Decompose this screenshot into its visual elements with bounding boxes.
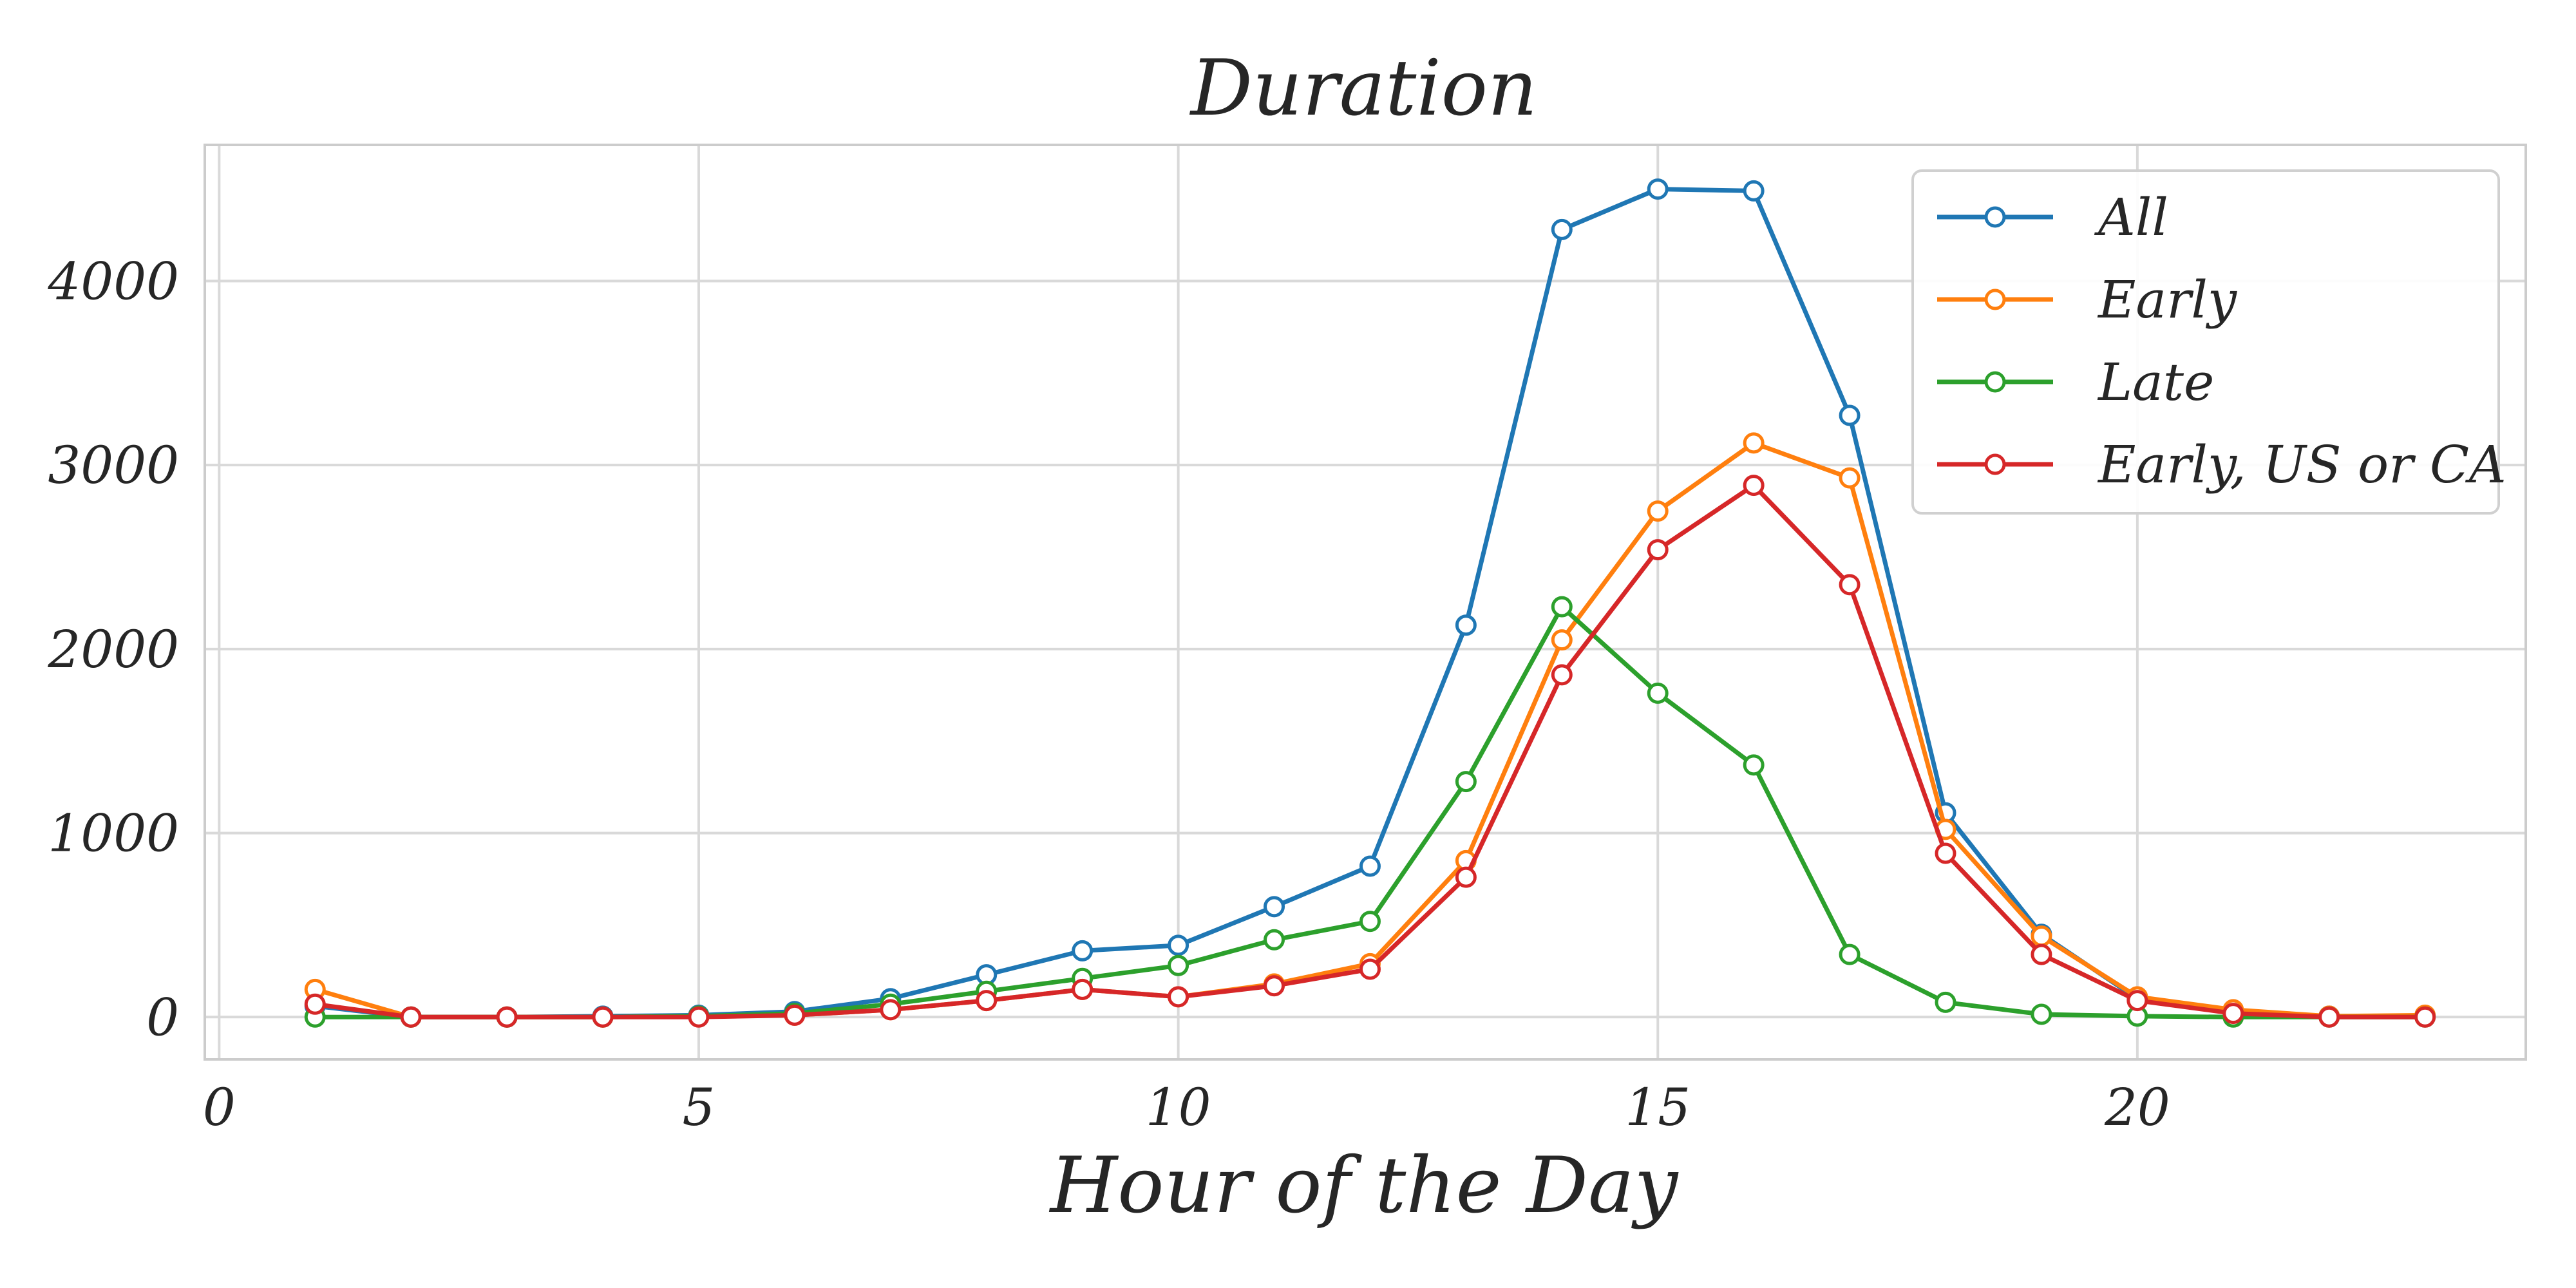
data-point bbox=[688, 1006, 710, 1028]
data-point bbox=[1647, 539, 1669, 561]
legend-label: Early, US or CA bbox=[2097, 435, 2506, 495]
data-point bbox=[1647, 500, 1669, 522]
x-tick-label: 20 bbox=[2104, 1077, 2170, 1137]
x-tick-label: 5 bbox=[683, 1077, 715, 1137]
data-point bbox=[1647, 682, 1669, 704]
y-tick-label: 2000 bbox=[47, 620, 179, 679]
data-point bbox=[2031, 943, 2052, 965]
data-point bbox=[1839, 467, 1861, 489]
data-point bbox=[1839, 574, 1861, 596]
data-point bbox=[1551, 218, 1573, 240]
legend: All Early Late Early, US or CA bbox=[1911, 169, 2506, 515]
data-point bbox=[2031, 1003, 2052, 1025]
data-point bbox=[1359, 855, 1381, 877]
legend-marker bbox=[1984, 206, 2006, 228]
data-point bbox=[1647, 178, 1669, 200]
data-point bbox=[1743, 475, 1765, 497]
plot-area: 0 5 10 15 20 0 1000 2000 3000 4000 bbox=[47, 144, 2527, 1137]
data-point bbox=[880, 999, 902, 1021]
data-point bbox=[1935, 842, 1956, 864]
data-point bbox=[1743, 180, 1765, 202]
data-point bbox=[1072, 940, 1094, 961]
data-point bbox=[1264, 929, 1285, 951]
data-point bbox=[1743, 754, 1765, 776]
series-line bbox=[314, 483, 2425, 1019]
data-point bbox=[2222, 1003, 2244, 1025]
data-point bbox=[1168, 986, 1189, 1008]
data-point bbox=[1743, 432, 1765, 454]
data-point bbox=[1264, 896, 1285, 918]
legend-label: All bbox=[2094, 187, 2168, 247]
x-tick-label: 15 bbox=[1625, 1077, 1690, 1137]
plot-frame bbox=[204, 144, 2527, 1061]
data-point bbox=[1455, 614, 1477, 636]
x-tick-label: 10 bbox=[1146, 1077, 1211, 1137]
legend-frame bbox=[1911, 169, 2500, 515]
data-point bbox=[1551, 629, 1573, 651]
data-point bbox=[1455, 866, 1477, 888]
legend-marker bbox=[1984, 453, 2006, 475]
data-point bbox=[976, 990, 998, 1012]
y-tick-label: 3000 bbox=[48, 435, 179, 495]
data-point bbox=[784, 1004, 806, 1026]
legend-marker bbox=[1984, 371, 2006, 393]
series-group bbox=[304, 475, 2436, 1028]
data-point bbox=[1168, 934, 1189, 956]
y-tick-label: 1000 bbox=[48, 804, 179, 864]
data-point bbox=[1551, 664, 1573, 686]
legend-label: Late bbox=[2097, 352, 2214, 412]
data-point bbox=[1168, 954, 1189, 976]
data-point bbox=[592, 1006, 614, 1028]
data-point bbox=[1264, 975, 1285, 997]
data-point bbox=[2031, 925, 2052, 947]
x-axis-label: Hour of the Day bbox=[1049, 1141, 1680, 1231]
y-tick-label: 0 bbox=[146, 987, 179, 1047]
data-point bbox=[496, 1006, 518, 1028]
data-point bbox=[1551, 596, 1573, 618]
x-tick-label: 0 bbox=[203, 1077, 236, 1137]
series-group bbox=[304, 432, 2436, 1028]
legend-label: Early bbox=[2097, 270, 2238, 330]
data-point bbox=[1072, 978, 1094, 1000]
data-point bbox=[1839, 943, 1861, 965]
data-point bbox=[2126, 990, 2148, 1012]
legend-marker bbox=[1984, 289, 2006, 310]
y-tick-label: 4000 bbox=[47, 251, 179, 311]
data-point bbox=[2414, 1006, 2436, 1028]
data-point bbox=[2318, 1006, 2340, 1028]
data-point bbox=[1455, 771, 1477, 793]
data-point bbox=[400, 1006, 422, 1028]
data-point bbox=[1935, 991, 1956, 1013]
data-point bbox=[1839, 404, 1861, 426]
data-point bbox=[304, 993, 326, 1015]
data-point bbox=[1359, 911, 1381, 933]
chart-title: Duration bbox=[1189, 44, 1538, 133]
data-point bbox=[1359, 958, 1381, 980]
